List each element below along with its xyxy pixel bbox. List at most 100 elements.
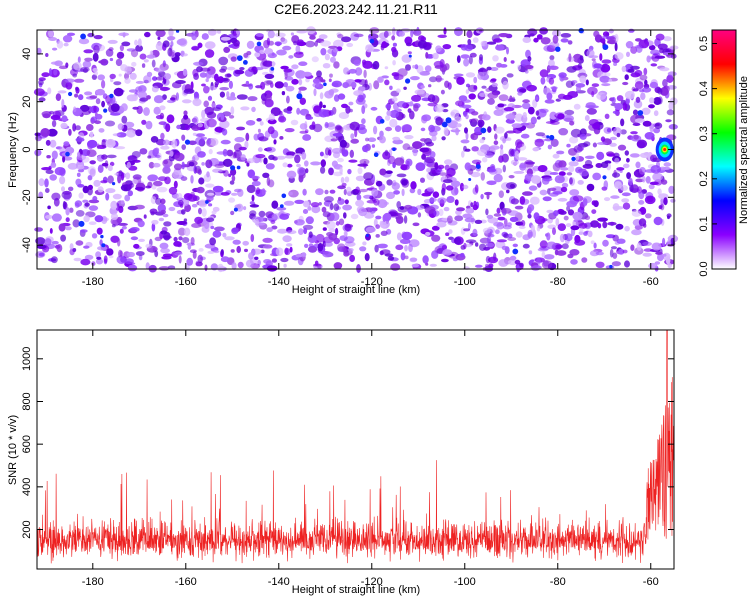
heatmap-cell (191, 46, 200, 51)
heatmap-cell (541, 251, 546, 258)
heatmap-cell (509, 216, 519, 222)
heatmap-x-label: Height of straight line (km) (292, 284, 420, 296)
heatmap-cell (146, 54, 156, 59)
heatmap-cell (396, 173, 407, 178)
colorbar-tick-label: 0.2 (698, 171, 710, 186)
heatmap-cell (475, 242, 479, 247)
heatmap-cell (93, 70, 99, 76)
heatmap-cell (69, 207, 74, 213)
heatmap-cell (279, 204, 284, 209)
heatmap-cell (666, 109, 675, 116)
heatmap-cell (520, 59, 531, 67)
heatmap-cell (243, 60, 248, 65)
heatmap-cell (160, 248, 171, 254)
heatmap-cell (266, 147, 272, 151)
heatmap-cell (93, 179, 101, 187)
heatmap-cell (288, 55, 294, 59)
heatmap-cell (191, 33, 197, 41)
heatmap-cell (299, 123, 308, 130)
heatmap-cell (281, 91, 286, 96)
heatmap-cell (539, 27, 548, 35)
heatmap-cell (38, 79, 44, 86)
heatmap-cell (665, 256, 671, 265)
heatmap-cell (271, 213, 282, 220)
heatmap-cell (391, 97, 398, 102)
heatmap-cell (326, 220, 336, 230)
heatmap-cell (358, 207, 368, 217)
heatmap-cell (502, 80, 509, 90)
heatmap-cell (126, 161, 131, 168)
heatmap-cell (286, 106, 293, 112)
heatmap-cell (312, 78, 320, 84)
heatmap-cell (633, 134, 639, 140)
heatmap-cell (365, 234, 369, 237)
heatmap-cell (296, 163, 301, 168)
heatmap-cell (220, 139, 231, 145)
heatmap-cell (599, 75, 610, 83)
heatmap-cell (158, 217, 165, 222)
heatmap-cell (539, 108, 549, 114)
heatmap-cell (245, 259, 254, 268)
heatmap-cell (396, 101, 407, 108)
heatmap-cell (187, 244, 192, 250)
heatmap-cell (633, 99, 643, 109)
heatmap-cell (96, 256, 102, 260)
heatmap-cell (491, 82, 498, 88)
heatmap-cell (473, 76, 478, 84)
heatmap-cell (591, 209, 597, 215)
heatmap-cell (231, 175, 236, 182)
heatmap-cell (384, 149, 389, 156)
heatmap-cell (503, 57, 507, 62)
heatmap-cell (401, 179, 408, 186)
heatmap-cell (412, 222, 420, 227)
heatmap-cell (567, 165, 575, 173)
heatmap-cell (596, 151, 605, 161)
heatmap-cell (322, 104, 326, 109)
heatmap-cell (471, 111, 479, 116)
heatmap-cell (274, 81, 284, 89)
heatmap-cell (56, 40, 64, 49)
heatmap-cell (169, 150, 174, 157)
heatmap-cell (545, 233, 549, 237)
heatmap-cell (283, 200, 295, 206)
heatmap-cell (340, 176, 345, 184)
heatmap-cell (415, 205, 425, 210)
heatmap-cell (313, 123, 323, 133)
heatmap-cell (621, 192, 631, 197)
heatmap-cell (558, 72, 567, 78)
heatmap-cell (563, 114, 574, 122)
heatmap-cell (496, 207, 501, 214)
heatmap-cell (115, 58, 123, 67)
heatmap-cell (430, 169, 441, 173)
heatmap-cell (433, 210, 440, 217)
snr-y-tick-label: 400 (21, 478, 33, 496)
heatmap-cell (78, 192, 84, 199)
heatmap-cell (558, 171, 566, 177)
heatmap-cell (601, 59, 612, 64)
heatmap-cell (518, 225, 526, 229)
heatmap-cell (118, 249, 123, 258)
heatmap-cell (299, 75, 305, 79)
heatmap-cell (421, 114, 432, 122)
heatmap-cell (377, 76, 384, 83)
heatmap-cell (622, 249, 628, 254)
heatmap-cell (97, 246, 108, 251)
heatmap-cell (155, 154, 161, 158)
heatmap-cell (193, 91, 199, 98)
heatmap-cell (362, 59, 367, 65)
heatmap-cell (323, 196, 334, 203)
heatmap-cell (82, 60, 92, 69)
snr-x-tick-label: -120 (361, 576, 383, 588)
heatmap-cell (222, 158, 233, 167)
heatmap-cell (657, 188, 662, 195)
heatmap-cell (472, 37, 479, 43)
heatmap-cell (552, 153, 560, 159)
heatmap-cell (359, 158, 370, 165)
heatmap-cell (579, 75, 587, 84)
heatmap-cell (220, 192, 230, 196)
heatmap-cell (549, 111, 557, 120)
heatmap-cell (271, 225, 278, 230)
heatmap-cell (655, 33, 665, 41)
heatmap-cell (188, 161, 195, 167)
